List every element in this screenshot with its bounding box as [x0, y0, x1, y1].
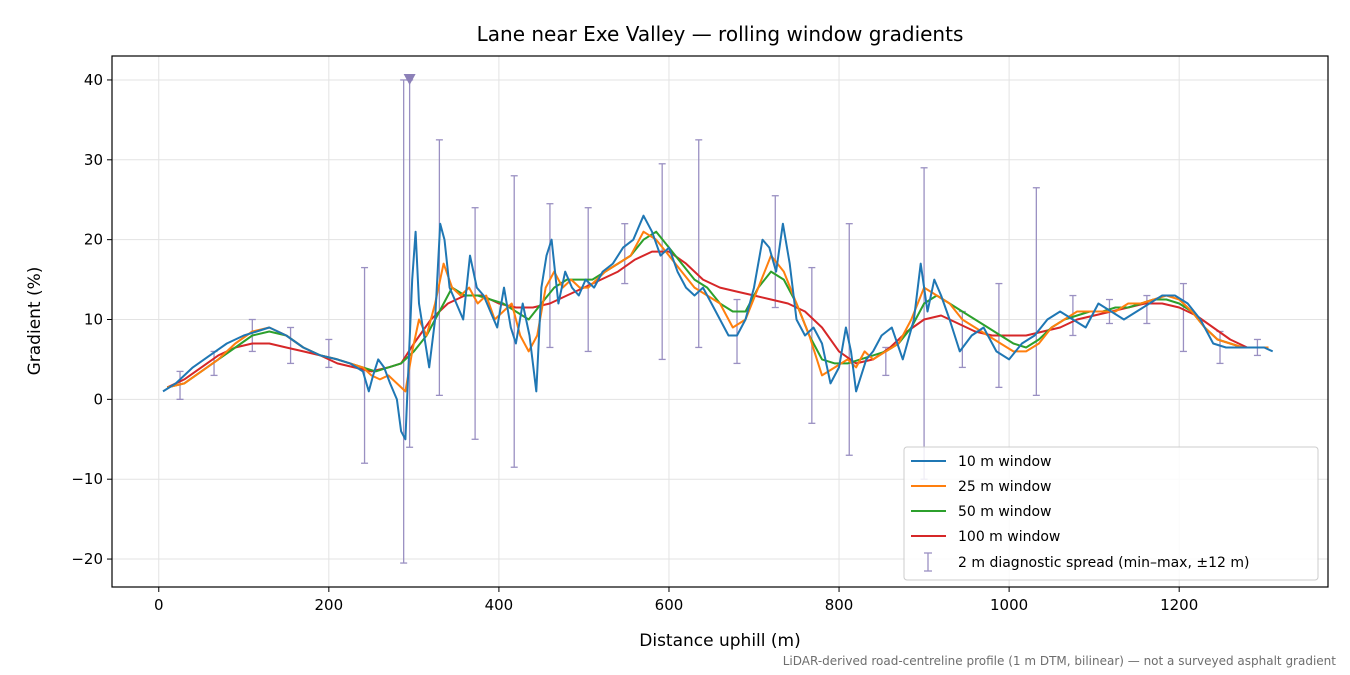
errorbar	[361, 266, 369, 464]
y-tick-label: −20	[71, 550, 103, 568]
errorbar	[658, 163, 666, 361]
series-lines	[162, 214, 1274, 441]
footnote: LiDAR-derived road-centreline profile (1…	[783, 654, 1337, 668]
errorbar	[771, 195, 779, 309]
errorbar	[546, 203, 554, 349]
errorbar	[325, 338, 333, 369]
errorbar	[510, 175, 518, 468]
y-tick-label: 0	[93, 390, 103, 408]
series-line-0	[162, 214, 1274, 441]
x-tick-label: 1000	[990, 596, 1028, 614]
legend-label-100m: 100 m window	[958, 529, 1060, 545]
errorbar	[1143, 294, 1151, 325]
errorbar	[400, 79, 408, 564]
errorbar	[695, 139, 703, 349]
errorbar	[435, 139, 443, 397]
errorbar	[1069, 294, 1077, 337]
legend: 10 m window 25 m window 50 m window 100 …	[903, 446, 1319, 581]
x-axis-ticks: 0 200 400 600 800 1000 1200	[154, 587, 1198, 614]
errorbar	[471, 207, 479, 440]
x-tick-label: 600	[655, 596, 684, 614]
legend-label-10m: 10 m window	[958, 454, 1051, 470]
legend-label-errorbar: 2 m diagnostic spread (min–max, ±12 m)	[958, 555, 1249, 571]
errorbar	[1032, 187, 1040, 397]
legend-swatch-errorbar	[924, 552, 932, 572]
legend-label-50m: 50 m window	[958, 504, 1051, 520]
y-tick-label: 20	[84, 231, 103, 249]
y-tick-label: 40	[84, 71, 103, 89]
y-tick-label: −10	[71, 470, 103, 488]
x-tick-label: 200	[315, 596, 344, 614]
x-tick-label: 1200	[1160, 596, 1198, 614]
series-line-3	[166, 250, 1265, 389]
x-tick-label: 0	[154, 596, 164, 614]
diagnostic-spread-errorbars	[176, 74, 1261, 564]
x-tick-label: 800	[825, 596, 854, 614]
x-tick-label: 400	[485, 596, 514, 614]
errorbar	[733, 298, 741, 365]
y-axis-label: Gradient (%)	[25, 267, 45, 376]
y-tick-label: 30	[84, 151, 103, 169]
legend-label-25m: 25 m window	[958, 479, 1051, 495]
errorbar	[287, 326, 295, 365]
y-axis-ticks: −20 −10 0 10 20 30 40	[71, 71, 112, 568]
chart-title: Lane near Exe Valley — rolling window gr…	[477, 22, 964, 46]
plot-frame	[111, 55, 1329, 588]
legend-box	[903, 446, 1319, 581]
y-tick-label: 10	[84, 311, 103, 329]
x-axis-label: Distance uphill (m)	[639, 631, 800, 651]
clipped-value-marker	[403, 74, 416, 85]
errorbar	[621, 223, 629, 285]
errorbar	[1179, 282, 1187, 353]
